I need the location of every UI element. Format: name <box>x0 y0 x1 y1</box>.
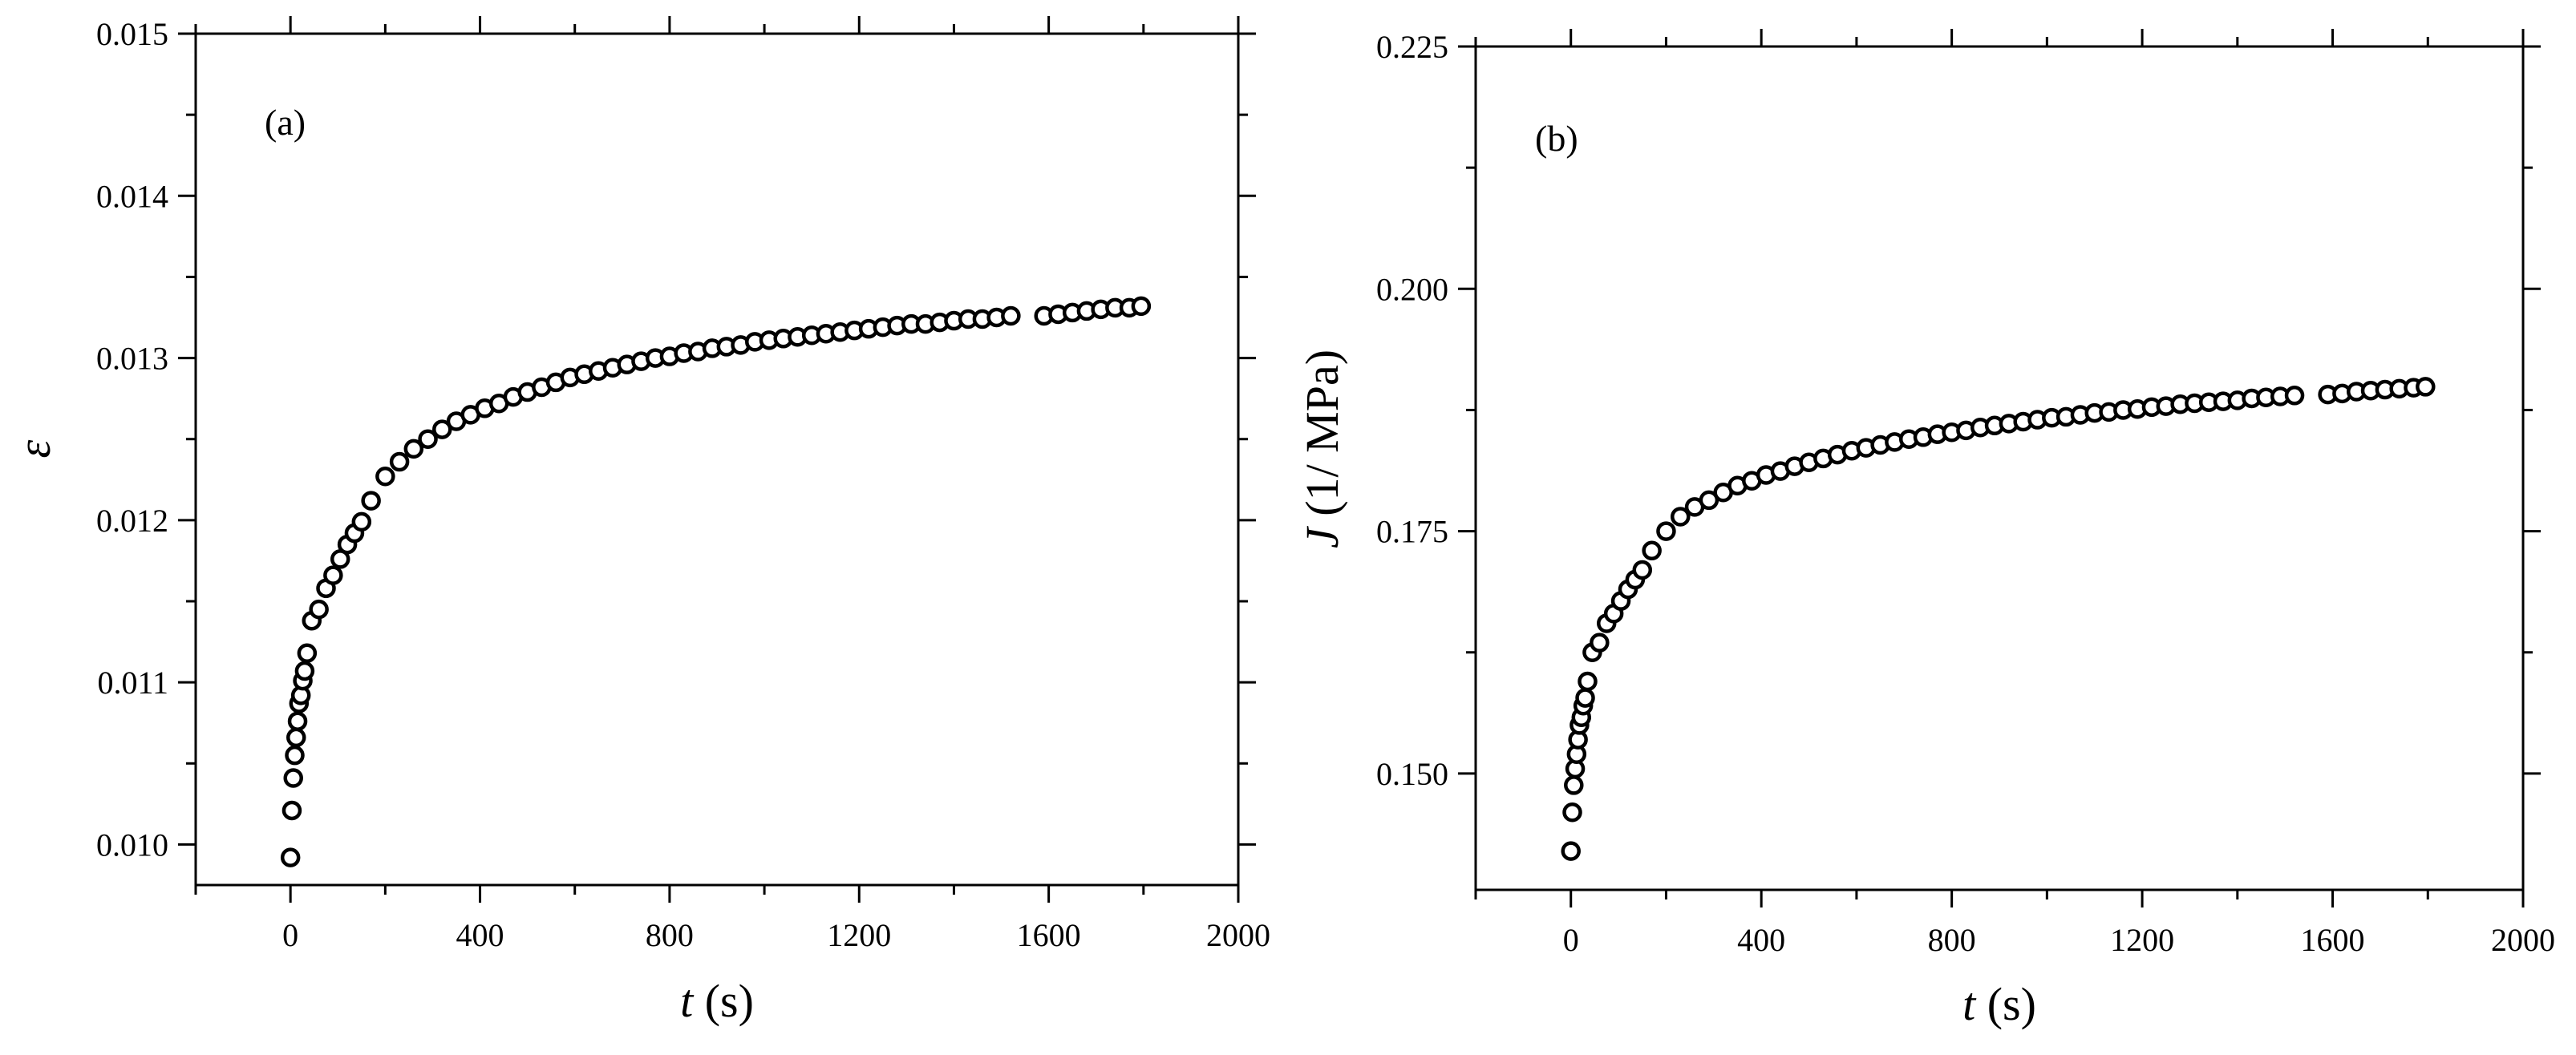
data-point <box>2284 386 2305 406</box>
x-tick-label: 2000 <box>1206 917 1270 953</box>
y-tick-label: 0.015 <box>96 16 168 52</box>
data-point <box>375 466 395 487</box>
data-point <box>389 451 410 472</box>
y-axis-title: J (1/ MPa) <box>1296 350 1348 548</box>
y-tick-label: 0.200 <box>1376 271 1448 307</box>
data-point <box>294 661 315 681</box>
panel-label: (b) <box>1535 118 1578 159</box>
data-point <box>1131 296 1152 317</box>
data-point <box>281 800 302 821</box>
x-tick-label: 2000 <box>2491 922 2555 958</box>
plot-frame <box>1474 45 2525 891</box>
y-tick-label: 0.014 <box>96 178 168 214</box>
x-tick-label: 800 <box>1928 922 1976 958</box>
data-point <box>1699 490 1719 511</box>
x-tick-label: 0 <box>1563 922 1579 958</box>
x-tick-label: 1600 <box>2301 922 2365 958</box>
x-tick-label: 1600 <box>1017 917 1081 953</box>
data-point <box>283 768 303 788</box>
data-point <box>1632 560 1653 580</box>
x-tick-label: 400 <box>1737 922 1785 958</box>
x-axis-title: t (s) <box>680 975 754 1027</box>
data-point <box>1656 521 1676 541</box>
data-point <box>1564 775 1584 795</box>
data-point <box>309 599 329 620</box>
data-point <box>285 745 305 766</box>
panel-a-strain-chart: 0 400 800 1200 1600 2000 0.010 0.011 0.012 0.013 0… <box>8 16 1270 1027</box>
data-point <box>2416 377 2436 397</box>
data-point <box>1561 841 1581 861</box>
data-point <box>432 419 452 439</box>
data-point <box>287 711 308 731</box>
data-point <box>1590 633 1610 653</box>
data-point <box>1578 671 1598 692</box>
y-tick-label: 0.225 <box>1376 29 1448 65</box>
y-tick-label: 0.175 <box>1376 514 1448 550</box>
data-point <box>403 439 424 459</box>
data-point <box>418 429 438 449</box>
y-tick-label: 0.010 <box>96 827 168 863</box>
x-axis-title: t (s) <box>1962 978 2036 1030</box>
data-point <box>1562 802 1582 823</box>
x-tick-label: 400 <box>456 917 504 953</box>
y-tick-label: 0.011 <box>97 665 168 701</box>
x-tick-label: 1200 <box>2110 922 2174 958</box>
data-point <box>323 565 343 585</box>
y-tick-label: 0.013 <box>96 341 168 377</box>
panel-b-compliance-chart: 0 400 800 1200 1600 2000 0.150 0.175 0.200 0.225 (… <box>1296 29 2555 1030</box>
x-tick-label: 0 <box>282 917 298 953</box>
data-point <box>297 643 318 663</box>
data-point <box>280 847 301 867</box>
plot-frame <box>194 32 1240 887</box>
data-point <box>1575 688 1595 708</box>
data-point <box>1642 540 1662 561</box>
y-axis-title: ε <box>8 439 60 458</box>
x-tick-label: 1200 <box>827 917 891 953</box>
data-point <box>351 511 372 532</box>
y-tick-label: 0.150 <box>1376 756 1448 792</box>
data-point <box>1671 507 1691 527</box>
y-tick-label: 0.012 <box>96 503 168 539</box>
data-point <box>286 727 306 748</box>
x-tick-label: 800 <box>646 917 694 953</box>
panel-label: (a) <box>265 102 306 143</box>
data-point <box>361 491 381 511</box>
data-point <box>1001 305 1021 326</box>
